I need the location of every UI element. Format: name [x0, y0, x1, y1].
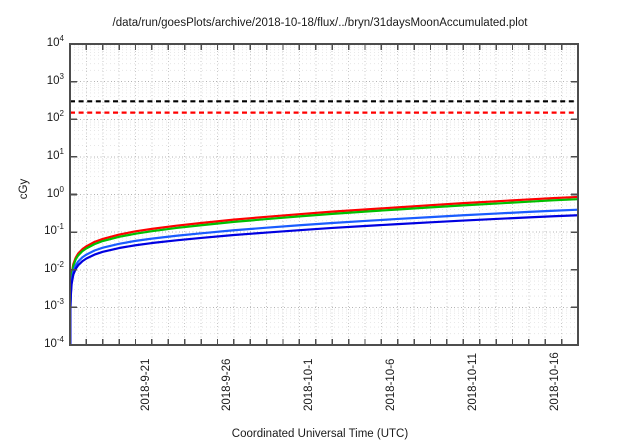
y-tick-exponent: 0 [59, 184, 64, 194]
green-curve [70, 198, 578, 345]
y-tick-label: 10-3 [24, 297, 64, 313]
y-tick-label: 100 [24, 185, 64, 201]
x-tick-label: 2018-10-11 [467, 353, 480, 411]
threshold-lines-layer [70, 100, 578, 114]
axis-frame-layer [69, 43, 579, 346]
y-tick-exponent: -3 [56, 297, 64, 307]
y-tick-exponent: -4 [56, 335, 64, 345]
y-tick-exponent: -1 [56, 222, 64, 232]
y-tick-label: 102 [24, 110, 64, 125]
grid-layer [70, 44, 578, 345]
y-tick-mantissa: 10 [44, 225, 57, 238]
y-tick-exponent: 4 [59, 34, 64, 44]
y-tick-mantissa: 10 [46, 74, 60, 87]
axis-ticks-layer [70, 43, 578, 346]
x-tick-label: 2018-10-6 [385, 358, 398, 411]
y-tick-exponent: 1 [59, 147, 64, 157]
y-tick-mantissa: 10 [46, 112, 60, 125]
y-tick-label: 101 [24, 148, 64, 163]
y-tick-label: 104 [24, 35, 64, 50]
y-tick-mantissa: 10 [44, 338, 57, 350]
y-tick-mantissa: 10 [44, 300, 57, 313]
x-axis-label: Coordinated Universal Time (UTC) [231, 428, 409, 440]
y-tick-mantissa: 10 [46, 37, 60, 49]
y-tick-label: 10-4 [24, 336, 64, 351]
y-tick-exponent: 3 [59, 71, 64, 81]
y-tick-label: 10-1 [24, 223, 64, 238]
y-tick-mantissa: 10 [46, 149, 60, 162]
y-tick-label: 10-2 [24, 260, 64, 276]
x-tick-label: 2018-9-21 [139, 358, 152, 411]
data-series-layer [70, 195, 578, 345]
x-tick-label: 2018-10-1 [303, 358, 316, 411]
x-tick-label: 2018-9-26 [221, 358, 234, 411]
y-tick-mantissa: 10 [46, 187, 60, 200]
y-tick-mantissa: 10 [44, 262, 57, 275]
x-tick-label: 2018-10-16 [549, 352, 562, 411]
light-blue-curve [70, 208, 578, 345]
y-tick-exponent: 2 [59, 109, 64, 119]
y-tick-label: 103 [24, 72, 64, 88]
dark-blue-curve [70, 214, 578, 345]
page-title: /data/run/goesPlots/archive/2018-10-18/f… [112, 17, 528, 29]
y-tick-exponent: -2 [56, 259, 64, 269]
